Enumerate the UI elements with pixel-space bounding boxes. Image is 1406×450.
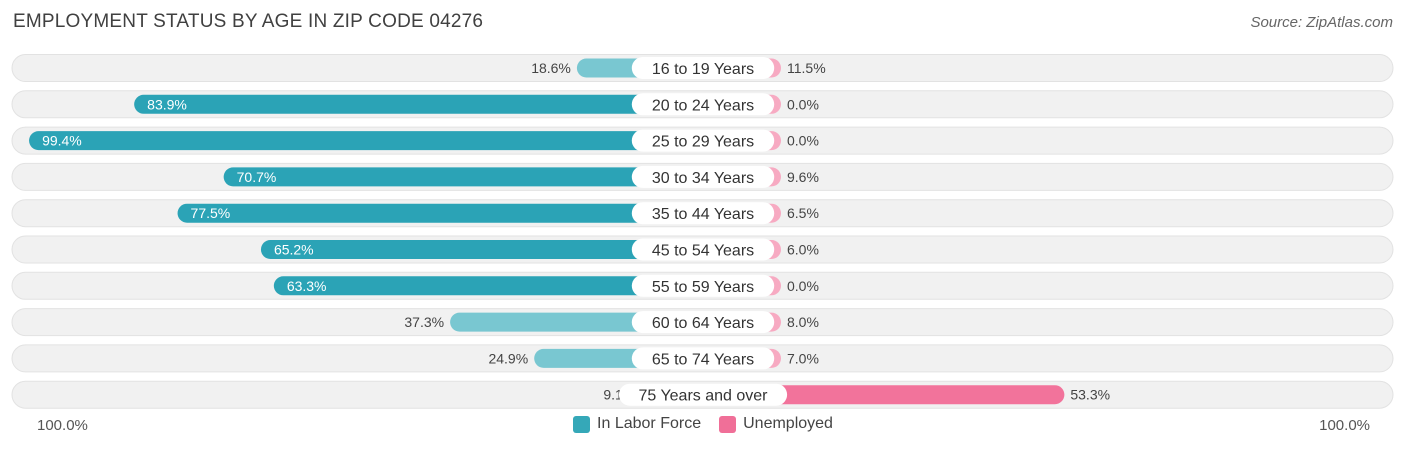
unemployed-value-20-to-24-years: 0.0% [787,96,819,112]
unemployed-value-55-to-59-years: 0.0% [787,278,819,294]
unemployed-bar-75-years-and-over [703,385,1065,405]
legend: In Labor Force Unemployed [0,415,1406,433]
category-pill-65-to-74-years [631,347,775,370]
category-label-35-to-44-years: 35 to 44 Years [652,206,754,223]
category-pill-25-to-29-years [631,129,775,152]
category-label-25-to-29-years: 25 to 29 Years [652,134,754,151]
legend-item-labor-force[interactable]: In Labor Force [573,415,701,433]
chart-title: EMPLOYMENT STATUS BY AGE IN ZIP CODE 042… [13,11,484,32]
labor-value-65-to-74-years: 24.9% [488,350,528,366]
unemployed-value-65-to-74-years: 7.0% [787,350,819,366]
axis-left-label: 100.0% [37,417,88,434]
labor-value-60-to-64-years: 37.3% [404,314,444,330]
category-pill-16-to-19-years [631,57,775,79]
labor-value-20-to-24-years: 83.9% [147,96,187,112]
labor-value-25-to-29-years: 99.4% [42,133,82,149]
legend-label-labor-force: In Labor Force [597,415,702,432]
labor-bar-20-to-24-years [134,94,703,114]
category-pill-60-to-64-years [631,311,775,334]
category-label-30-to-34-years: 30 to 34 Years [652,170,754,187]
labor-value-45-to-54-years: 65.2% [274,242,314,258]
unemployed-value-30-to-34-years: 9.6% [787,169,819,185]
labor-bar-30-to-34-years [223,167,704,187]
category-pill-45-to-54-years [631,238,775,261]
labor-bar-35-to-44-years [177,203,704,223]
category-label-20-to-24-years: 20 to 24 Years [652,97,754,114]
category-pill-75-years-and-over [618,383,788,406]
legend-item-unemployed[interactable]: Unemployed [719,415,833,433]
category-pill-35-to-44-years [631,202,775,225]
category-pill-30-to-34-years [631,165,775,188]
category-label-55-to-59-years: 55 to 59 Years [652,279,754,296]
category-label-60-to-64-years: 60 to 64 Years [652,315,754,332]
unemployed-value-75-years-and-over: 53.3% [1070,387,1110,403]
category-label-45-to-54-years: 45 to 54 Years [652,243,754,260]
category-pill-20-to-24-years [631,93,775,116]
category-label-16-to-19-years: 16 to 19 Years [652,61,754,78]
legend-swatch-labor-force [573,415,591,433]
unemployed-value-25-to-29-years: 0.0% [787,133,819,149]
category-label-65-to-74-years: 65 to 74 Years [652,351,754,368]
labor-bar-45-to-54-years [260,240,703,259]
legend-swatch-unemployed [719,415,737,433]
category-label-75-years-and-over: 75 Years and over [639,388,769,405]
unemployed-value-35-to-44-years: 6.5% [787,205,819,221]
unemployed-value-60-to-64-years: 8.0% [787,314,819,330]
labor-bar-55-to-59-years [273,276,703,296]
labor-bar-25-to-29-years [29,131,704,151]
labor-value-35-to-44-years: 77.5% [191,205,231,221]
legend-label-unemployed: Unemployed [743,415,833,432]
axis-right-label: 100.0% [1319,417,1370,434]
labor-value-30-to-34-years: 70.7% [237,169,277,185]
source-label: Source: ZipAtlas.com [1250,14,1393,31]
labor-value-16-to-19-years: 18.6% [531,60,571,76]
unemployed-value-45-to-54-years: 6.0% [787,242,819,258]
labor-value-55-to-59-years: 63.3% [287,278,327,294]
unemployed-value-16-to-19-years: 11.5% [787,60,826,76]
category-pill-55-to-59-years [631,274,775,297]
